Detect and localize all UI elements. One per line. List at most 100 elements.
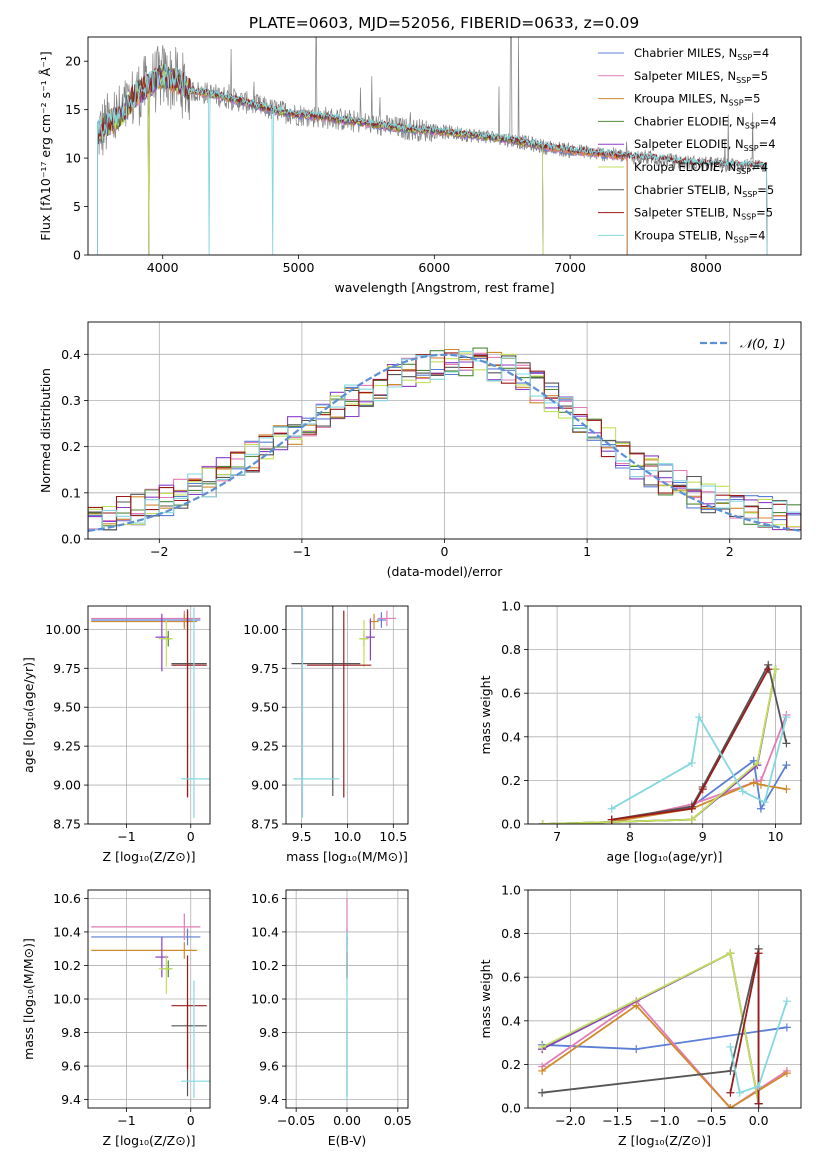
y-tick-label: 0.8 <box>501 642 521 657</box>
gaussian-curve <box>88 353 801 532</box>
y-tick-label: 9.50 <box>53 700 81 715</box>
series-marker <box>756 780 765 789</box>
y-tick-label: 5 <box>73 199 81 214</box>
x-tick-label: −1.5 <box>602 1113 632 1128</box>
point-kroupa-stelib <box>181 607 210 818</box>
x-tick-label: 2 <box>726 544 734 559</box>
series-marker <box>782 761 791 770</box>
x-tick-label: 1 <box>583 544 591 559</box>
y-tick-label: 10.0 <box>53 992 81 1007</box>
series-kroupa-stelib <box>607 713 791 813</box>
y-tick-label: 9.8 <box>61 1025 81 1040</box>
plot-area <box>286 890 408 1108</box>
series-marker <box>782 713 791 722</box>
axes-frame <box>285 889 409 1109</box>
x-tick-label: −0.05 <box>277 1113 315 1128</box>
axes-frame <box>87 36 802 256</box>
series-marker <box>538 1066 547 1075</box>
series-marker <box>735 1088 744 1097</box>
y-axis-label: Normed distribution <box>38 368 53 493</box>
series-line <box>611 668 769 821</box>
y-axis-label: Flux [fλ10⁻¹⁷ erg cm⁻² s⁻¹ Å⁻¹] <box>38 51 53 240</box>
series-chabrier-elodie <box>538 949 763 1108</box>
plot-area <box>286 606 408 824</box>
x-tick-label: 5000 <box>283 260 315 275</box>
y-tick-label: 8.75 <box>53 817 81 832</box>
series-marker <box>538 1088 547 1097</box>
y-tick-label: 20 <box>65 54 81 69</box>
series-line <box>611 714 788 810</box>
point-kroupa-elodie <box>158 955 173 994</box>
series-marker <box>754 1099 763 1108</box>
x-tick-label: −0.5 <box>696 1113 726 1128</box>
y-axis-label: mass weight <box>478 959 493 1038</box>
series-marker <box>538 1042 547 1051</box>
series-salpeter-elodie <box>538 665 780 824</box>
y-tick-label: 10.00 <box>243 622 279 637</box>
legend-label-kroupa-miles: Kroupa MILES, NSSP=5 <box>634 92 760 108</box>
series-marker <box>754 949 763 958</box>
x-tick-label: −1.0 <box>649 1113 679 1128</box>
point-salpeter-stelib <box>171 610 207 798</box>
series-marker <box>632 1045 641 1054</box>
series-marker <box>726 949 735 958</box>
figure-title: PLATE=0603, MJD=52056, FIBERID=0633, z=0… <box>249 14 639 32</box>
y-tick-label: 0.0 <box>61 532 81 547</box>
series-kroupa-stelib <box>726 997 791 1097</box>
axes-frame <box>285 605 409 825</box>
series-marker <box>738 787 747 796</box>
series-kroupa-elodie <box>538 949 763 1108</box>
series-marker <box>764 665 773 674</box>
y-tick-label: 0.4 <box>61 347 81 362</box>
y-tick-label: 9.50 <box>251 700 279 715</box>
point-salpeter-stelib <box>171 955 207 1070</box>
series-marker <box>695 713 704 722</box>
series-chabrier-elodie <box>538 665 780 824</box>
series-marker <box>782 997 791 1006</box>
plot-area <box>97 37 768 255</box>
x-tick-label: 7000 <box>554 260 586 275</box>
y-tick-label: 9.25 <box>251 739 279 754</box>
series-marker <box>756 804 765 813</box>
legend-label-salpeter-miles: Salpeter MILES, NSSP=5 <box>634 69 768 85</box>
point-kroupa-miles <box>369 613 379 630</box>
x-tick-label: 9.5 <box>292 829 312 844</box>
y-axis-label: age [log₁₀(age/yr)] <box>21 657 36 773</box>
point-kroupa-stelib <box>181 980 210 1098</box>
series-marker <box>782 785 791 794</box>
panel-mass-weight-vs-age: 7 8 9 10 0.0 0.2 0.4 0.6 0.8 1.0 age [log₁₀(age/yr… <box>478 599 802 864</box>
y-tick-label: 10.2 <box>251 958 279 973</box>
x-tick-label: 0.00 <box>333 1113 361 1128</box>
histogram-kroupa-stelib <box>88 350 801 531</box>
series-marker <box>726 1104 735 1108</box>
axes-frame <box>527 889 802 1109</box>
series-marker <box>687 758 696 767</box>
x-axis-label: Z [log₁₀(Z/Z⊙)] <box>618 1133 711 1148</box>
point-chabrier-miles <box>376 612 386 628</box>
y-tick-label: 0.4 <box>501 729 521 744</box>
y-tick-label: 0.3 <box>61 393 81 408</box>
x-tick-label: 4000 <box>147 260 179 275</box>
y-tick-label: 0.2 <box>61 439 81 454</box>
x-tick-label: 8000 <box>690 260 722 275</box>
y-tick-label: 9.8 <box>259 1025 279 1040</box>
series-marker <box>782 1069 791 1078</box>
x-axis-label: E(B-V) <box>328 1133 367 1148</box>
legend-label-chabrier-elodie: Chabrier ELODIE, NSSP=4 <box>634 114 777 130</box>
y-tick-label: 0.1 <box>61 485 81 500</box>
point-chabrier-stelib <box>171 1000 207 1097</box>
y-tick-label: 0.2 <box>501 1057 521 1072</box>
model-spectrum-kroupa-elodie <box>97 63 544 255</box>
x-axis-label: mass [log₁₀(M/M⊙)] <box>286 849 408 864</box>
x-axis-label: (data-model)/error <box>387 564 504 579</box>
y-tick-label: 9.75 <box>251 661 279 676</box>
point-chabrier-miles <box>91 928 201 946</box>
panel-spectrum: 4000 5000 6000 7000 8000 0 5 10 15 20 wavelength [… <box>38 36 802 295</box>
series-marker <box>726 1088 735 1097</box>
point-kroupa-miles <box>91 941 198 959</box>
x-tick-label: 10.5 <box>379 829 407 844</box>
series-salpeter-stelib <box>607 665 773 824</box>
y-tick-label: 9.75 <box>53 661 81 676</box>
series-line <box>729 1000 788 1094</box>
model-spectrum-chabrier-elodie <box>97 67 544 255</box>
